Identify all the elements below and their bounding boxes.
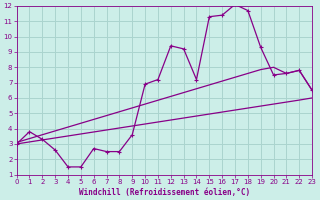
X-axis label: Windchill (Refroidissement éolien,°C): Windchill (Refroidissement éolien,°C) <box>79 188 250 197</box>
